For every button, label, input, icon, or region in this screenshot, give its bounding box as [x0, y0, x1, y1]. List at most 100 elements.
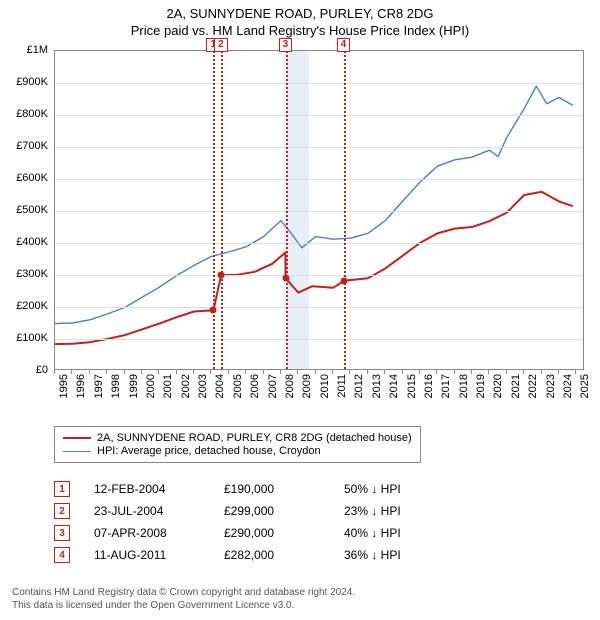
x-tick: [124, 370, 125, 374]
y-axis-label: £500K: [16, 204, 48, 216]
x-axis-label: 2015: [406, 374, 418, 398]
y-axis-label: £1M: [27, 44, 48, 56]
x-tick: [384, 370, 385, 374]
event-date: 12-FEB-2004: [94, 482, 224, 496]
legend-swatch: [63, 451, 91, 452]
y-gridline: [55, 83, 583, 84]
x-axis-label: 2016: [423, 374, 435, 398]
y-gridline: [55, 147, 583, 148]
x-tick: [89, 370, 90, 374]
event-number-box: 4: [54, 547, 70, 563]
x-axis-label: 2019: [475, 374, 487, 398]
event-marker-4: 4: [337, 38, 351, 52]
x-axis-label: 2005: [232, 374, 244, 398]
x-tick: [575, 370, 576, 374]
price-paid-line: [55, 192, 573, 344]
chart: £0£100K£200K£300K£400K£500K£600K£700K£80…: [54, 50, 584, 410]
x-axis-label: 2001: [162, 374, 174, 398]
table-row: 411-AUG-2011£282,00036% ↓ HPI: [54, 544, 401, 566]
x-axis-label: 1999: [128, 374, 140, 398]
y-gridline: [55, 307, 583, 308]
x-tick: [297, 370, 298, 374]
price-marker: [282, 275, 289, 282]
plot-area: [54, 50, 584, 370]
x-axis-label: 2018: [458, 374, 470, 398]
price-marker: [218, 272, 225, 279]
x-axis-label: 2020: [492, 374, 504, 398]
event-vline: [286, 51, 288, 369]
title-address: 2A, SUNNYDENE ROAD, PURLEY, CR8 2DG: [0, 6, 600, 23]
y-gridline: [55, 211, 583, 212]
event-number-box: 1: [54, 481, 70, 497]
x-axis-label: 2012: [353, 374, 365, 398]
x-axis-label: 2003: [197, 374, 209, 398]
x-tick: [193, 370, 194, 374]
event-marker-3: 3: [279, 38, 293, 52]
x-tick: [106, 370, 107, 374]
footer-line2: This data is licensed under the Open Gov…: [12, 599, 355, 612]
x-tick: [471, 370, 472, 374]
x-axis-label: 2007: [267, 374, 279, 398]
x-axis-label: 2013: [371, 374, 383, 398]
event-price: £190,000: [224, 482, 344, 496]
x-axis-label: 2002: [180, 374, 192, 398]
x-tick: [245, 370, 246, 374]
x-axis-label: 2011: [336, 374, 348, 398]
legend-item: 2A, SUNNYDENE ROAD, PURLEY, CR8 2DG (det…: [63, 432, 412, 444]
legend: 2A, SUNNYDENE ROAD, PURLEY, CR8 2DG (det…: [54, 426, 421, 463]
table-row: 307-APR-2008£290,00040% ↓ HPI: [54, 522, 401, 544]
event-vline: [344, 51, 346, 369]
event-number-box: 2: [54, 503, 70, 519]
y-axis-label: £100K: [16, 332, 48, 344]
y-gridline: [55, 115, 583, 116]
price-marker: [340, 277, 347, 284]
x-tick: [523, 370, 524, 374]
x-tick: [541, 370, 542, 374]
x-tick: [402, 370, 403, 374]
x-tick: [558, 370, 559, 374]
x-axis-label: 2017: [440, 374, 452, 398]
event-diff: 36% ↓ HPI: [344, 548, 401, 562]
event-diff: 50% ↓ HPI: [344, 482, 401, 496]
x-tick: [54, 370, 55, 374]
x-axis-label: 1996: [75, 374, 87, 398]
x-tick: [315, 370, 316, 374]
x-tick: [228, 370, 229, 374]
y-gridline: [55, 179, 583, 180]
x-tick: [263, 370, 264, 374]
footer-attribution: Contains HM Land Registry data © Crown c…: [12, 586, 355, 612]
event-marker-2: 2: [214, 38, 228, 52]
y-axis-label: £200K: [16, 300, 48, 312]
x-tick: [454, 370, 455, 374]
x-axis-label: 2010: [319, 374, 331, 398]
price-marker: [210, 307, 217, 314]
table-row: 223-JUL-2004£299,00023% ↓ HPI: [54, 500, 401, 522]
event-number-box: 3: [54, 525, 70, 541]
x-tick: [367, 370, 368, 374]
x-tick: [506, 370, 507, 374]
event-vline: [221, 51, 223, 369]
legend-label: HPI: Average price, detached house, Croy…: [97, 445, 321, 457]
y-axis-label: £0: [36, 364, 48, 376]
x-tick: [158, 370, 159, 374]
legend-swatch: [63, 437, 91, 439]
y-axis-label: £800K: [16, 108, 48, 120]
x-axis-label: 1995: [58, 374, 70, 398]
y-axis-label: £400K: [16, 236, 48, 248]
y-axis-label: £700K: [16, 140, 48, 152]
x-axis-label: 2009: [301, 374, 313, 398]
hpi-line: [55, 86, 573, 323]
x-axis-label: 2008: [284, 374, 296, 398]
event-date: 07-APR-2008: [94, 526, 224, 540]
events-table: 1 12-FEB-2004£190,00050% ↓ HPI 2 23-JUL-200…: [54, 478, 401, 566]
title-subtitle: Price paid vs. HM Land Registry's House …: [0, 23, 600, 40]
event-diff: 40% ↓ HPI: [344, 526, 401, 540]
x-tick: [332, 370, 333, 374]
y-axis-label: £900K: [16, 76, 48, 88]
y-axis-label: £300K: [16, 268, 48, 280]
footer-line1: Contains HM Land Registry data © Crown c…: [12, 586, 355, 599]
event-date: 23-JUL-2004: [94, 504, 224, 518]
x-tick: [349, 370, 350, 374]
event-price: £299,000: [224, 504, 344, 518]
x-axis-label: 2004: [214, 374, 226, 398]
